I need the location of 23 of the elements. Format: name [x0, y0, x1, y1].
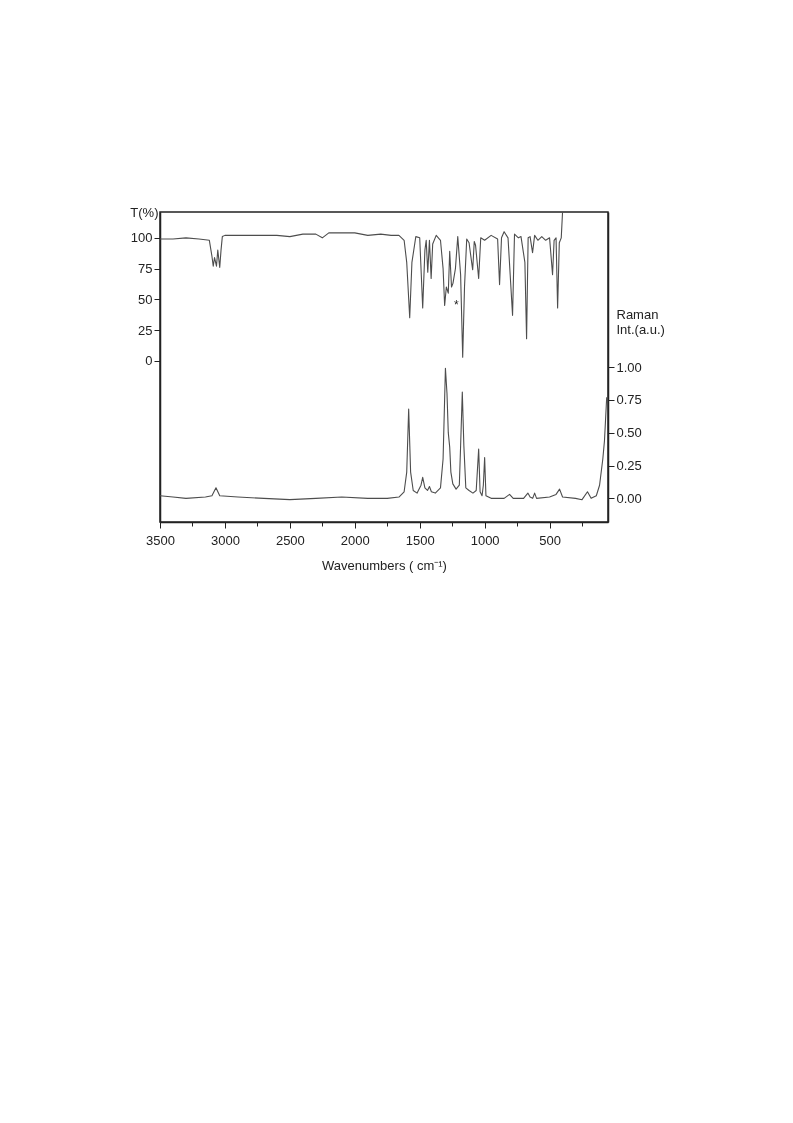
y2-tick-label: 0.00: [616, 490, 642, 506]
line-series: [160, 212, 564, 358]
y-tick-label: 75: [138, 261, 153, 277]
y-axis-title: T(%): [130, 204, 159, 220]
y-tick-label: 0: [145, 353, 153, 369]
x-axis-title: Wavenumbers ( cm⁻¹): [322, 557, 447, 573]
x-tick-label: 3500: [146, 532, 175, 548]
x-tick-label: 3000: [210, 532, 240, 548]
y-tick-label: 50: [138, 291, 153, 307]
y2-axis-title: Raman Int.(a.u.): [616, 306, 665, 337]
x-tick-label: 500: [539, 532, 561, 548]
y2-tick-label: 0.25: [616, 458, 642, 474]
line-series: [160, 367, 608, 501]
y2-tick-label: 0.75: [616, 392, 642, 408]
y2-tick-label: 0.50: [616, 425, 642, 441]
x-tick-label: 1000: [470, 532, 500, 548]
y2-tick-label: 1.00: [616, 359, 642, 375]
annotation: *: [453, 298, 459, 313]
y-tick-label: 100: [130, 230, 153, 246]
x-tick-label: 2500: [275, 532, 305, 548]
x-tick-label: 1500: [405, 532, 435, 548]
x-tick-label: 2000: [340, 532, 370, 548]
y-tick-label: 25: [138, 322, 153, 338]
